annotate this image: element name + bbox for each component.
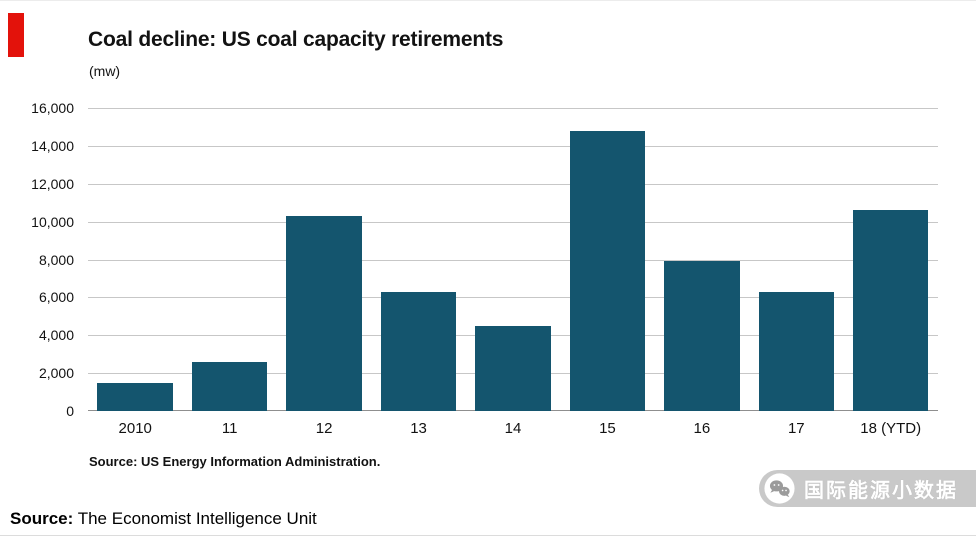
bar-6 (664, 261, 740, 411)
x-tick-label: 17 (787, 420, 805, 437)
bar-7 (758, 291, 835, 411)
chart-unit-label: (mw) (89, 63, 121, 79)
x-tick-label: 18 (YTD) (860, 420, 922, 437)
x-tick-label: 12 (315, 420, 333, 437)
image-source-line: Source: The Economist Intelligence Unit (10, 509, 317, 529)
gridline (88, 259, 938, 261)
bar-slot (466, 108, 560, 411)
y-tick-label: 16,000 (31, 100, 74, 116)
y-tick-label: 14,000 (31, 137, 74, 154)
y-axis-labels: 16,000 14,000 12,000 10,000 8,000 6,000 4,000 2… (0, 100, 80, 419)
bar-8 (852, 210, 929, 411)
bar-3 (380, 291, 457, 411)
bar-series (88, 108, 938, 411)
gridline (88, 297, 938, 299)
gridline (88, 108, 938, 109)
source-value: The Economist Intelligence Unit (73, 509, 317, 528)
bar-slot (277, 108, 371, 411)
x-axis-labels: 2010 11 12 13 14 15 16 17 18 (YTD) (88, 420, 938, 437)
watermark-text: 国际能源小数据 (804, 480, 958, 502)
x-tick-label: 2010 (118, 420, 152, 437)
wechat-chat-bubbles-icon (764, 473, 795, 504)
bar-slot (88, 108, 182, 411)
chart-title: Coal decline: US coal capacity retiremen… (88, 28, 504, 51)
bar-1 (191, 361, 268, 411)
bar-0 (97, 382, 173, 411)
wechat-watermark: 国际能源小数据 (759, 470, 976, 507)
y-tick-label: 10,000 (31, 213, 74, 230)
bar-slot (655, 108, 749, 411)
gridline (88, 145, 938, 147)
y-tick-label: 6,000 (38, 289, 74, 306)
economist-red-tab (8, 13, 24, 57)
y-tick-label: 8,000 (38, 251, 74, 268)
y-tick-label: 0 (66, 403, 74, 419)
x-tick-label: 11 (221, 420, 238, 437)
bar-2 (286, 215, 362, 411)
x-tick-label: 13 (410, 420, 427, 437)
plot-area (88, 108, 938, 411)
y-tick-label: 2,000 (38, 365, 74, 382)
gridline (88, 221, 938, 223)
bar-4 (475, 325, 551, 411)
x-tick-label: 14 (504, 420, 522, 437)
bar-5 (569, 130, 646, 411)
bar-slot (560, 108, 654, 411)
bar-slot (371, 108, 465, 411)
gridline (88, 183, 938, 185)
x-tick-label: 15 (599, 420, 616, 437)
bar-slot (182, 108, 276, 411)
bar-slot (844, 108, 938, 411)
chart-source-note: Source: US Energy Information Administra… (89, 454, 381, 469)
source-label: Source: (10, 509, 74, 528)
bar-slot (749, 108, 843, 411)
x-tick-label: 16 (693, 420, 711, 437)
y-tick-label: 4,000 (38, 327, 74, 344)
y-tick-label: 12,000 (31, 175, 74, 192)
